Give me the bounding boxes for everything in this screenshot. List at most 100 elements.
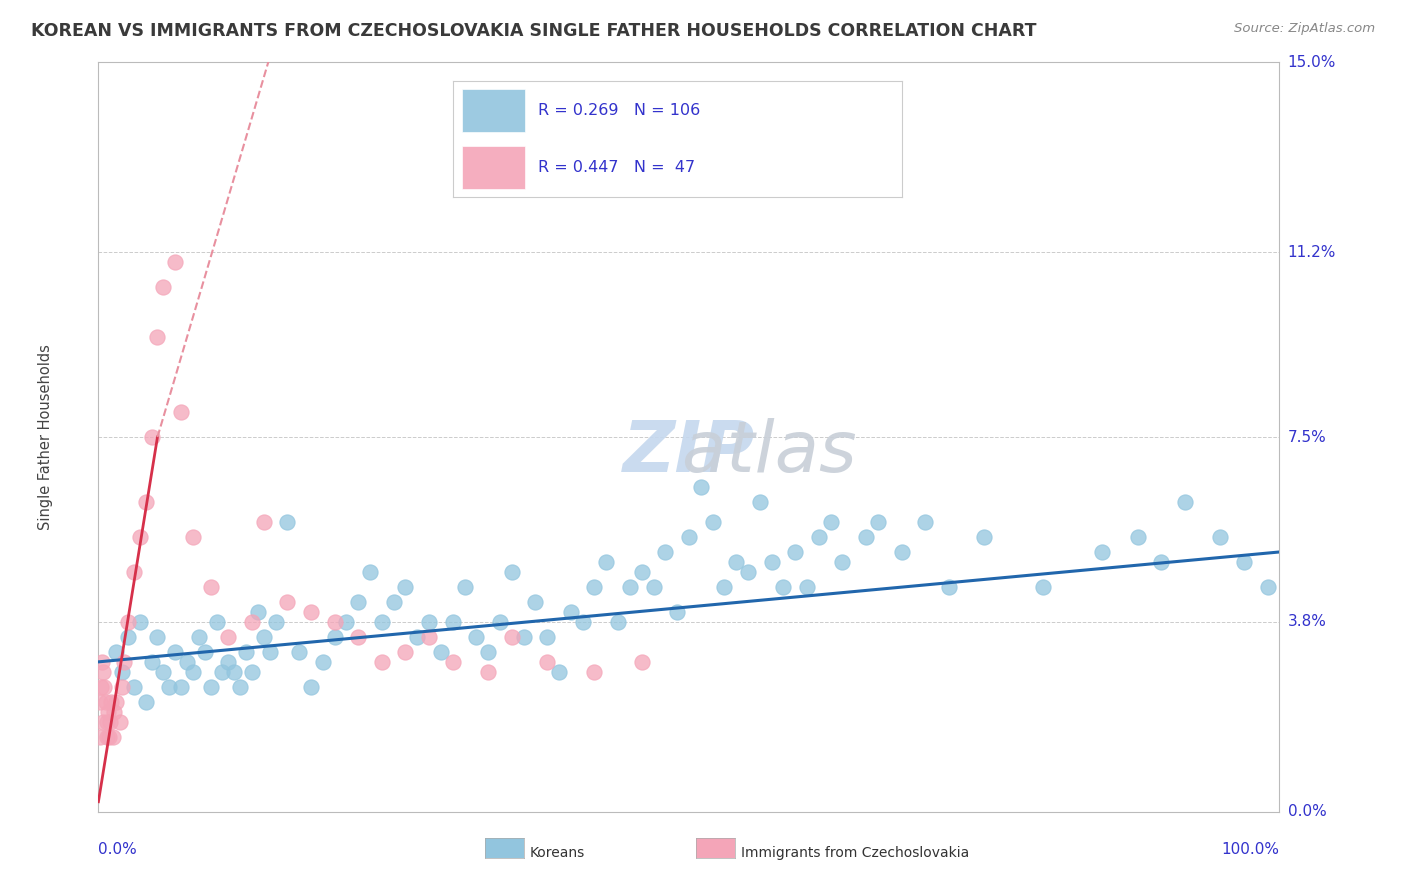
Point [105,645,128,659]
Point [122,565,145,579]
Text: 15.0%: 15.0% [1288,55,1336,70]
Point [465,630,488,644]
Point [678,530,700,544]
Point [583,665,606,679]
Point [128,615,150,629]
Point [524,595,547,609]
Point [583,580,606,594]
Point [560,605,582,619]
Point [441,615,464,629]
Point [122,680,145,694]
Point [1126,530,1149,544]
Point [128,530,150,544]
Point [235,645,257,659]
Point [135,495,157,509]
Point [1091,545,1114,559]
Point [737,565,759,579]
Point [938,580,960,594]
Point [165,645,187,659]
Point [406,630,429,644]
Text: 3.8%: 3.8% [1288,615,1327,630]
Text: Source: ZipAtlas.com: Source: ZipAtlas.com [1234,22,1375,36]
Point [176,655,198,669]
Point [394,580,416,594]
Point [170,680,193,694]
Point [141,655,163,669]
Point [89,695,111,709]
Point [630,565,652,579]
Point [103,705,125,719]
Point [259,645,281,659]
Point [866,515,889,529]
Point [288,645,311,659]
Point [112,655,135,669]
Point [441,655,464,669]
Point [276,595,298,609]
Text: Koreans: Koreans [530,846,585,860]
Point [890,545,912,559]
Point [200,680,222,694]
Point [312,655,335,669]
Point [93,680,115,694]
Point [170,405,193,419]
Point [152,280,174,294]
Text: ZIP: ZIP [623,417,755,486]
Point [1150,555,1173,569]
Point [240,665,263,679]
Point [785,545,807,559]
Point [489,615,512,629]
Point [1233,555,1256,569]
Point [748,495,770,509]
Point [229,680,252,694]
Point [194,645,217,659]
Point [165,255,187,269]
Point [595,555,617,569]
Point [157,680,180,694]
Point [1209,530,1232,544]
Point [548,665,571,679]
Point [111,665,134,679]
Point [702,515,724,529]
Point [394,645,416,659]
Point [94,695,117,709]
Point [117,630,139,644]
Point [141,430,163,444]
Point [796,580,818,594]
Text: KOREAN VS IMMIGRANTS FROM CZECHOSLOVAKIA SINGLE FATHER HOUSEHOLDS CORRELATION CH: KOREAN VS IMMIGRANTS FROM CZECHOSLOVAKIA… [31,22,1036,40]
Point [689,480,711,494]
Point [91,655,114,669]
Point [91,665,114,679]
Point [97,705,120,719]
Point [371,615,394,629]
Point [571,615,593,629]
Point [224,665,246,679]
Point [536,630,558,644]
Point [135,695,157,709]
Point [90,680,112,694]
Point [152,665,174,679]
Point [146,330,169,344]
Point [1257,580,1279,594]
Point [654,545,676,559]
Point [725,555,748,569]
Point [323,630,346,644]
Text: 11.2%: 11.2% [1288,244,1336,260]
Point [240,615,263,629]
Point [91,714,114,729]
Point [973,530,995,544]
Point [100,695,122,709]
Point [211,665,233,679]
Point [1174,495,1197,509]
Point [323,615,346,629]
Point [146,630,169,644]
Point [666,605,689,619]
Point [382,595,405,609]
Point [643,580,665,594]
Point [96,714,118,729]
Text: 7.5%: 7.5% [1288,430,1326,444]
Point [501,630,523,644]
Text: atlas: atlas [522,417,856,486]
Point [761,555,783,569]
Point [418,630,440,644]
Point [536,655,558,669]
